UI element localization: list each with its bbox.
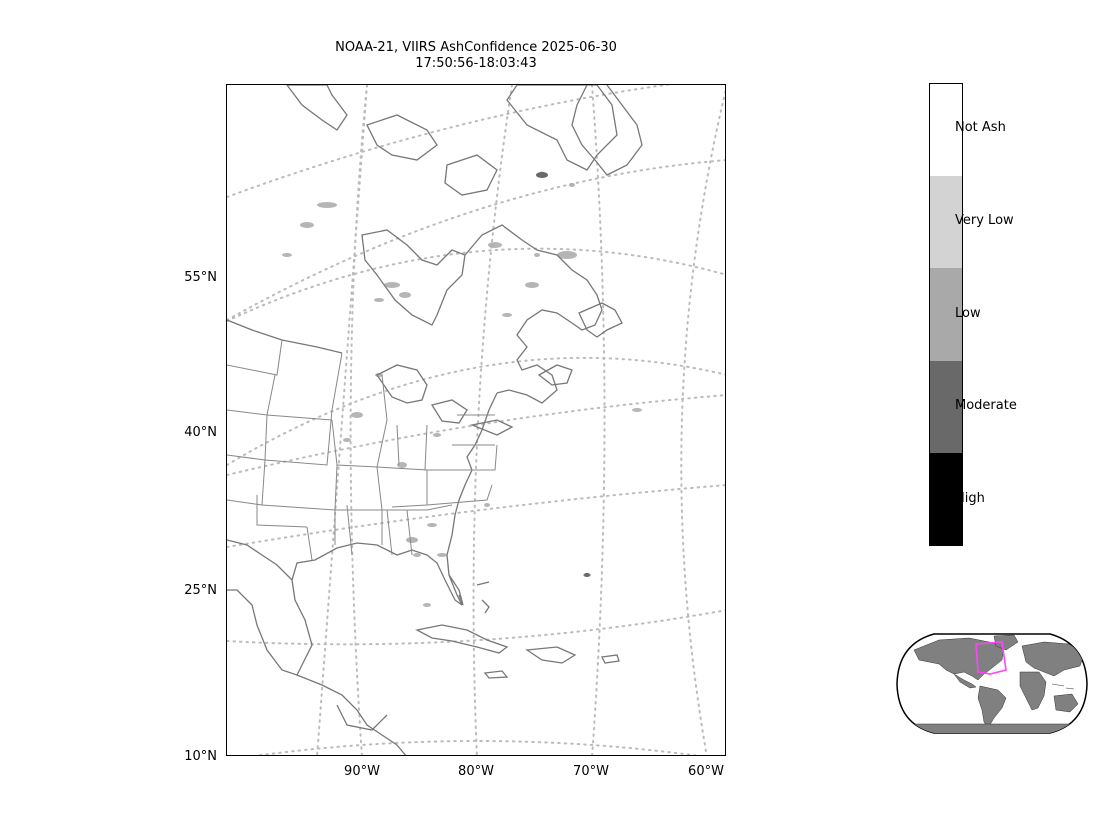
coast-gulf-mexico [227,539,293,581]
graticule-lat-30 [227,484,725,548]
colorbar-segment-high [930,452,962,546]
inset-antarctica [909,723,1075,733]
coast-cuba [415,624,509,654]
inset-europe-asia [1021,641,1085,677]
lon-label-60w: 60°W [688,764,724,779]
coast-great-lakes [376,364,514,436]
map-title: NOAA-21, VIIRS AshConfidence 2025-06-30 … [226,40,726,72]
graticule-lat-40 [227,394,725,476]
graticule-lat-55 [227,247,725,322]
title-line-2: 17:50:56-18:03:43 [415,56,537,71]
inset-highlight-box [975,641,1007,675]
lon-label-90w: 90°W [344,764,380,779]
graticule-lon-90 [349,85,368,755]
colorbar [929,83,963,546]
graticule-lat-60 [227,159,725,321]
inset-continents [909,634,1085,733]
colorbar-segment-moderate [930,360,962,453]
main-map[interactable] [226,84,726,756]
inset-canvas [896,633,1088,734]
coast-jamaica [483,670,509,679]
graticule-lon-70 [591,85,606,755]
map-canvas [227,85,725,755]
colorbar-label-very-low: Very Low [955,212,1014,228]
graticule [227,85,725,755]
state-borders [227,339,498,561]
colorbar-segment-very-low [930,176,962,269]
colorbar-label-moderate: Moderate [955,398,1017,414]
coast-nova-scotia [537,364,573,386]
lon-label-70w: 70°W [573,764,609,779]
coast-puerto-rico [601,654,620,664]
lat-label-10: 10°N [184,749,217,764]
colorbar-segment-low [930,268,962,361]
coast-us-east [227,392,498,676]
lat-label-25: 25°N [184,583,217,598]
coast-hudson-bay [361,229,466,326]
colorbar-label-low: Low [955,305,981,321]
coast-quebec-labrador [464,224,603,404]
lat-label-55: 55°N [184,270,217,285]
coast-pacific-edge [227,319,343,354]
world-inset-map[interactable] [894,632,1090,740]
coast-newfoundland [578,302,623,338]
coast-florida [448,574,464,606]
graticule-lat-70 [227,85,672,198]
inset-africa [1019,671,1047,711]
inset-australia [1053,693,1079,713]
inset-indonesia [1051,683,1075,690]
coast-arctic-islands [286,85,618,196]
lat-label-40: 40°N [184,425,217,440]
coast-greenland [571,85,643,176]
inset-south-america [977,685,1007,729]
coast-bahamas [476,581,490,614]
coast-central-america [296,674,407,755]
graticule-lon-80 [472,85,513,755]
inset-central-america [953,673,977,689]
graticule-lon-100 [316,85,368,755]
graticule-lon-60 [680,89,725,755]
inset-north-america [913,637,1005,681]
colorbar-segment-not-ash [930,84,962,177]
inset-greenland [993,634,1019,651]
colorbar-label-high: High [955,490,985,506]
title-line-1: NOAA-21, VIIRS AshConfidence 2025-06-30 [335,40,617,55]
coastlines [227,85,643,755]
colorbar-label-not-ash: Not Ash [955,120,1006,136]
lon-label-80w: 80°W [458,764,494,779]
graticule-lat-10 [254,740,700,755]
graticule-lat-50 [227,356,725,466]
ash-moderate [536,172,590,577]
coast-hispaniola [525,646,577,664]
